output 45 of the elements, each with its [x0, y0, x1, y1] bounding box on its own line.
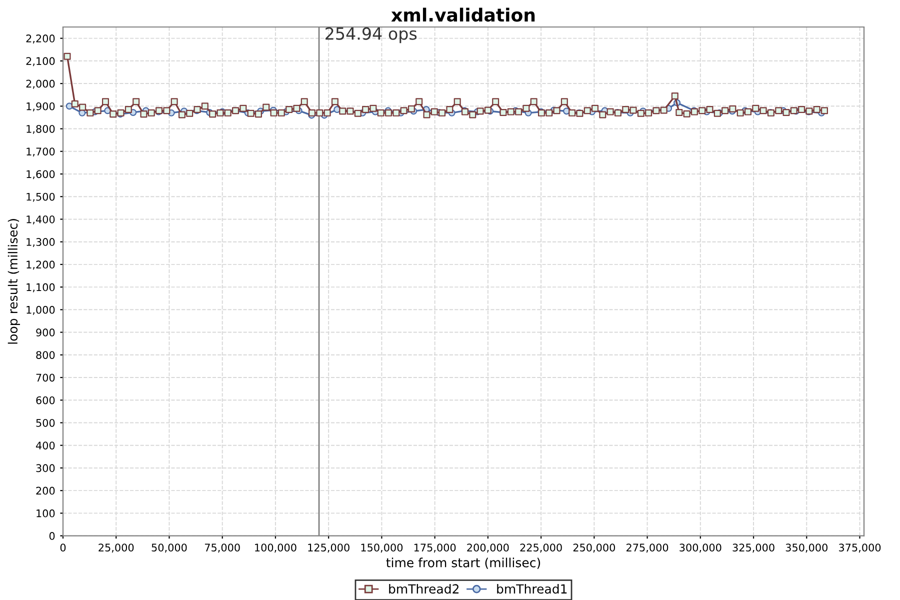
x-tick-label: 100,000 [255, 544, 296, 553]
y-tick-label: 300 [36, 464, 55, 472]
x-tick-label: 300,000 [680, 544, 722, 553]
x-axis-title: time from start (millisec) [386, 558, 540, 569]
y-tick-label: 100 [36, 509, 55, 518]
x-tick-label: 175,000 [414, 544, 456, 553]
y-tick-label: 900 [36, 328, 55, 336]
y-tick-label: 600 [36, 396, 55, 404]
y-tick-label: 1,900 [26, 102, 55, 112]
x-tick-label: 225,000 [520, 544, 562, 553]
y-tick-label: 1,800 [26, 124, 55, 134]
x-tick-label: 75,000 [204, 544, 240, 553]
x-tick-label: 250,000 [573, 544, 616, 553]
ref-line-label: 254.94 ops [326, 27, 417, 44]
y-tick-label: 2,000 [26, 80, 55, 89]
x-tick-label: 0 [60, 544, 66, 552]
y-tick-label: 1,100 [26, 283, 55, 292]
x-tick-label: 350,000 [786, 544, 828, 553]
y-axis-title: loop result (millisec) [8, 219, 20, 344]
y-tick-label: 800 [36, 351, 55, 359]
x-tick-label: 50,000 [152, 544, 187, 553]
chart-title: xml.validation [391, 8, 535, 22]
y-tick-label: 1,200 [26, 260, 55, 270]
y-tick-label: 0 [49, 532, 55, 540]
y-tick-label: 1,500 [26, 192, 55, 202]
y-tick-label: 2,100 [26, 57, 55, 66]
x-tick-label: 200,000 [467, 544, 509, 553]
y-tick-label: 1,400 [26, 215, 55, 224]
x-tick-label: 375,000 [839, 544, 881, 553]
x-tick-label: 325,000 [732, 544, 774, 553]
y-tick-label: 1,300 [26, 238, 55, 247]
legend-label: bmThread2 [389, 584, 458, 594]
y-tick-label: 500 [36, 418, 55, 427]
y-tick-label: 700 [36, 374, 55, 382]
x-tick-label: 125,000 [308, 544, 350, 553]
x-tick-label: 150,000 [361, 544, 403, 553]
y-tick-label: 1,600 [26, 170, 55, 180]
legend-label: bmThread1 [497, 584, 567, 594]
y-tick-label: 200 [36, 486, 55, 495]
y-tick-label: 2,200 [26, 34, 55, 44]
y-tick-label: 400 [36, 442, 55, 450]
y-tick-label: 1,000 [26, 306, 55, 315]
y-tick-label: 1,700 [26, 148, 55, 157]
x-tick-label: 275,000 [626, 544, 668, 553]
x-tick-label: 25,000 [98, 544, 134, 553]
